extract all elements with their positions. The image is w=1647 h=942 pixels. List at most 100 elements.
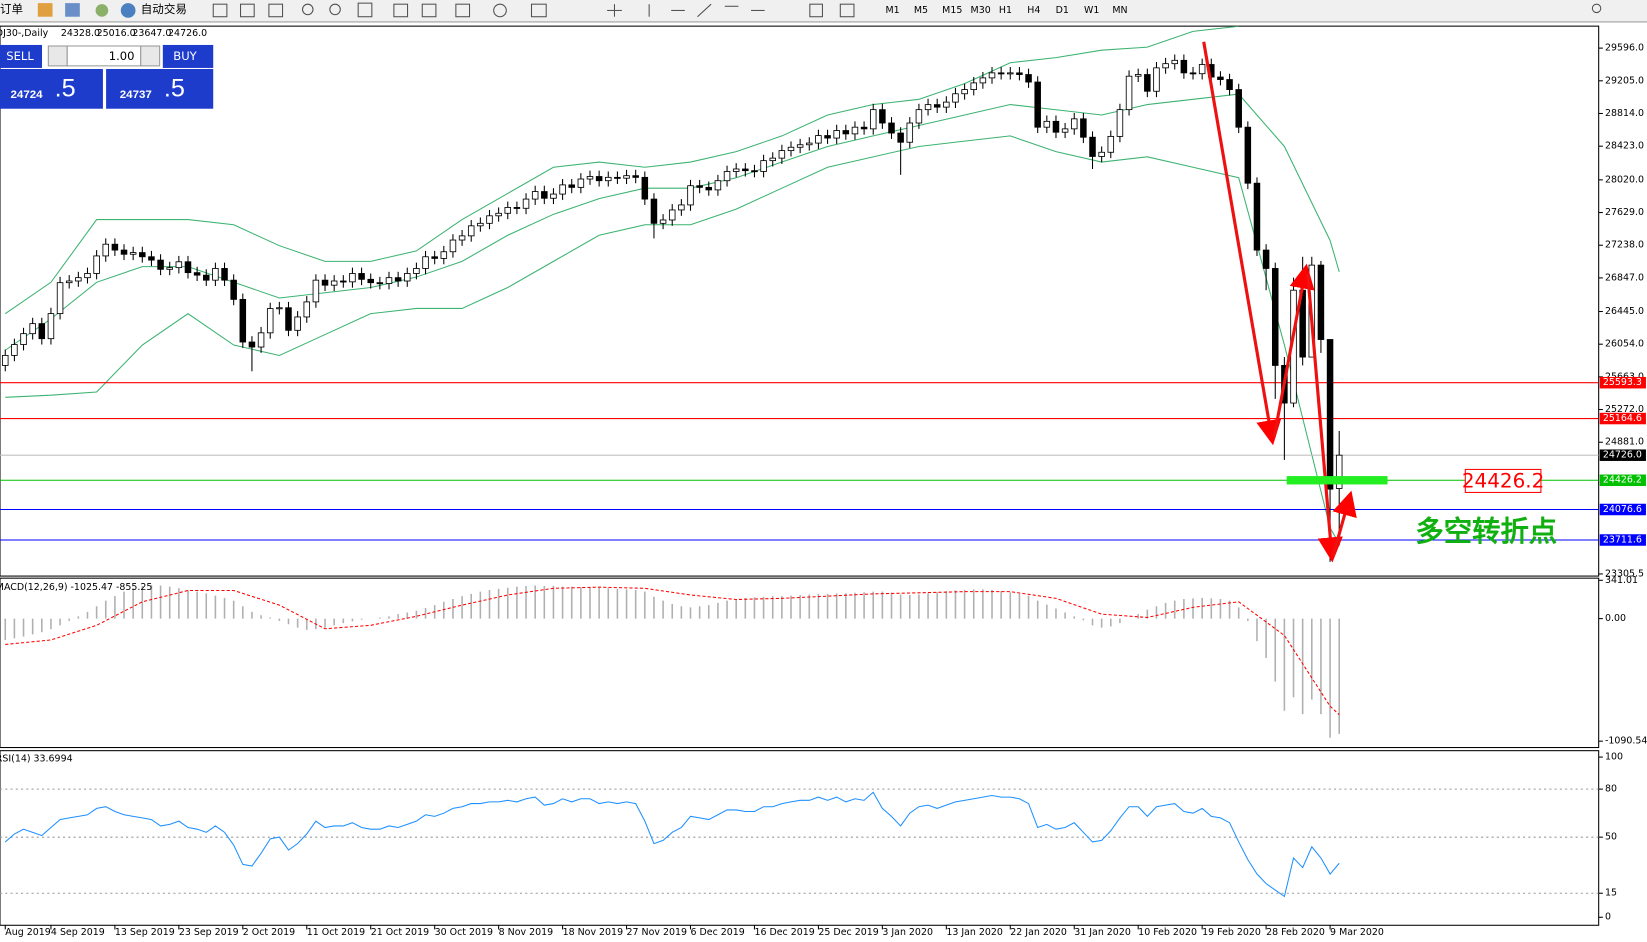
candle-body [1144,74,1151,92]
candle-body [148,256,155,261]
candle-body [1025,74,1032,83]
candle-body [860,126,868,130]
timeframe-button[interactable]: H1 [999,5,1012,16]
icon[interactable] [421,3,437,18]
candle-body [120,249,128,255]
candle-body [1134,74,1142,77]
icon[interactable] [37,3,53,17]
icon[interactable] [95,4,109,17]
candle-body [139,252,146,258]
x-tick-label: 11 Oct 2019 [307,927,365,938]
lot-down[interactable] [47,45,68,67]
sell-button[interactable] [0,44,43,68]
icon[interactable] [839,3,855,18]
buy-button[interactable] [162,44,214,68]
candle-body [879,109,886,124]
ohlc-close: 24726.0 [168,28,207,39]
price-level-tag [1599,449,1646,461]
timeframe-button[interactable]: W1 [1084,5,1099,16]
icon[interactable] [697,3,712,18]
candle-body [961,89,968,95]
candle-body [531,191,539,200]
candle-body [550,193,557,199]
timeframe-button[interactable]: M5 [914,5,928,16]
search[interactable] [1591,3,1602,14]
icon[interactable] [357,2,373,18]
candle-body [111,243,119,251]
candle-body [952,93,959,103]
candle-body [193,272,201,276]
timeframe-button[interactable]: MN [1112,5,1127,16]
candle-body [1162,63,1169,69]
timeframe-button[interactable]: D1 [1056,5,1069,16]
candle-body [1080,118,1087,138]
y-tick-label: 341.01 [1605,575,1638,586]
candle-body [102,243,110,257]
candle-body [175,261,183,269]
buy-label[interactable]: BUY [173,49,197,63]
price-level-tag [1599,534,1646,546]
timeframe-button[interactable]: M30 [971,5,991,16]
y-tick-label: -1090.54 [1605,736,1647,747]
x-tick-label: 28 Feb 2020 [1266,927,1325,938]
icon[interactable] [393,3,409,18]
turning-point-bar [1286,476,1388,485]
new-order-button[interactable]: 订单 [0,2,23,16]
price-level-tag [1599,503,1646,516]
icon[interactable] [455,3,471,18]
arrow [1331,490,1357,557]
candle-body [678,204,685,211]
tool-icons [212,2,1602,18]
candle-body [20,333,27,345]
candle-body [1326,339,1334,490]
price-level-label: 23711.6 [1603,535,1642,546]
candle-body [1125,75,1133,111]
autotrade-button[interactable]: 自动交易 [141,2,187,16]
rsi-line [4,791,1340,898]
y-tick-label: 26445.0 [1605,306,1644,317]
icon[interactable] [212,3,228,18]
icon[interactable] [493,3,507,18]
ask-box[interactable] [106,69,214,109]
candle-body [1098,151,1105,157]
zoom-out[interactable] [329,3,341,16]
axes: 29596.0 29205.0 28814.0 28423.0 28020.0 27629… [4,43,1647,938]
zoom-in[interactable] [301,3,314,16]
timeframe-button[interactable]: M15 [942,5,962,16]
bid-box[interactable] [0,69,103,109]
icon[interactable] [530,3,547,18]
candle-body [742,168,749,172]
y-tick-label: 28020.0 [1605,174,1644,185]
y-tick-label: 28423.0 [1605,141,1644,152]
candle-body [732,168,740,172]
candle-body [203,274,210,281]
autotrade-icon[interactable] [120,3,136,18]
candle-body [1016,72,1023,75]
timeframe-button[interactable]: M1 [885,5,899,16]
x-tick-label: 18 Nov 2019 [563,927,623,938]
sell-label[interactable]: SELL [6,49,34,63]
candle-body [294,316,301,331]
price-plot [0,26,1599,562]
icon[interactable] [240,3,255,18]
annotation-box [1464,468,1542,493]
candle-body [842,130,850,135]
candle-body [477,222,484,227]
candle-body [65,280,73,284]
lot-value[interactable]: 1.00 [109,49,135,63]
candle-body [851,126,859,135]
price-level-label: 25593.3 [1603,377,1642,388]
icon[interactable] [809,3,823,18]
candle-body [166,267,173,270]
candle-body [723,171,731,182]
arrow [1202,41,1282,446]
candle-body [778,150,786,159]
candle-body [906,122,914,143]
lot-up[interactable] [140,45,161,67]
symbol-label: DJ30-,Daily [0,28,49,39]
candle-body [230,279,237,300]
icon[interactable] [268,3,284,18]
y-tick-label: 28814.0 [1605,108,1644,119]
timeframe-button[interactable]: H4 [1027,5,1040,16]
icon[interactable] [65,3,80,17]
